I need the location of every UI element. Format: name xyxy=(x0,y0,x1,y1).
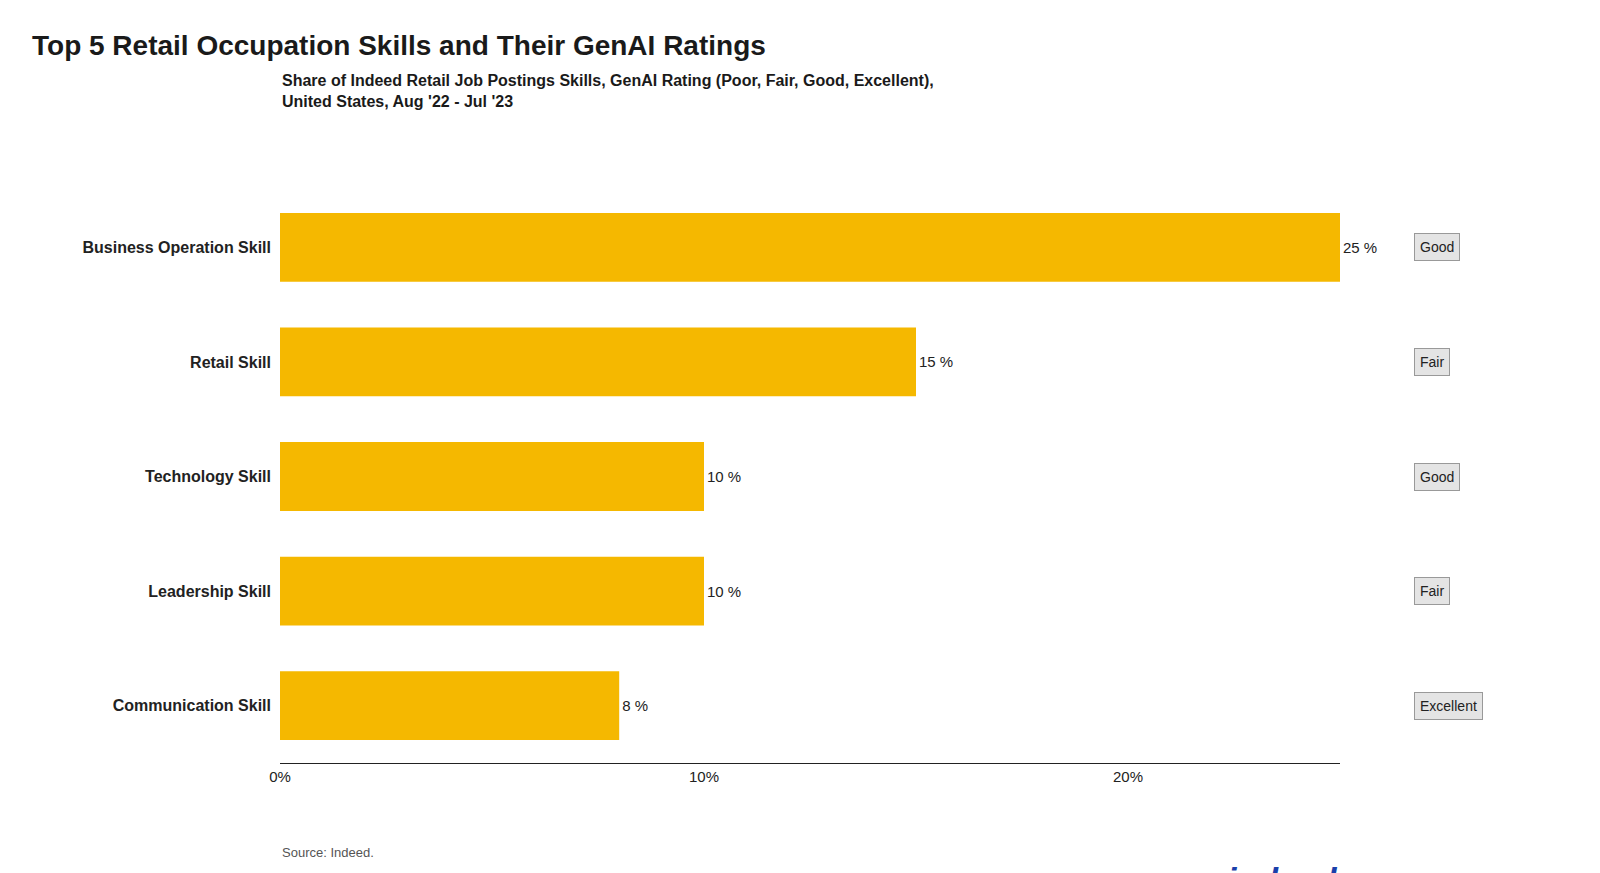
svg-text:10 %: 10 % xyxy=(707,468,741,485)
svg-text:Retail Skill: Retail Skill xyxy=(190,354,271,371)
svg-text:Top 5 Retail Occupation Skills: Top 5 Retail Occupation Skills and Their… xyxy=(32,30,766,61)
svg-text:8 %: 8 % xyxy=(622,697,648,714)
svg-text:Fair: Fair xyxy=(1420,583,1444,599)
svg-text:15 %: 15 % xyxy=(919,353,953,370)
svg-text:indeed: indeed xyxy=(1227,860,1338,873)
svg-text:Business Operation Skill: Business Operation Skill xyxy=(83,239,272,256)
svg-text:10 %: 10 % xyxy=(707,583,741,600)
svg-text:10%: 10% xyxy=(689,768,719,785)
svg-text:Communication Skill: Communication Skill xyxy=(113,697,271,714)
svg-text:0%: 0% xyxy=(269,768,291,785)
svg-text:Source: Indeed.: Source: Indeed. xyxy=(282,845,374,860)
svg-text:25 %: 25 % xyxy=(1343,239,1377,256)
svg-text:Fair: Fair xyxy=(1420,354,1444,370)
svg-text:Good: Good xyxy=(1420,469,1454,485)
svg-text:20%: 20% xyxy=(1113,768,1143,785)
svg-text:Share of Indeed Retail Job Pos: Share of Indeed Retail Job Postings Skil… xyxy=(282,72,934,110)
svg-text:Excellent: Excellent xyxy=(1420,698,1477,714)
svg-text:Good: Good xyxy=(1420,239,1454,255)
svg-text:Technology Skill: Technology Skill xyxy=(145,468,271,485)
svg-text:Leadership Skill: Leadership Skill xyxy=(148,583,271,600)
